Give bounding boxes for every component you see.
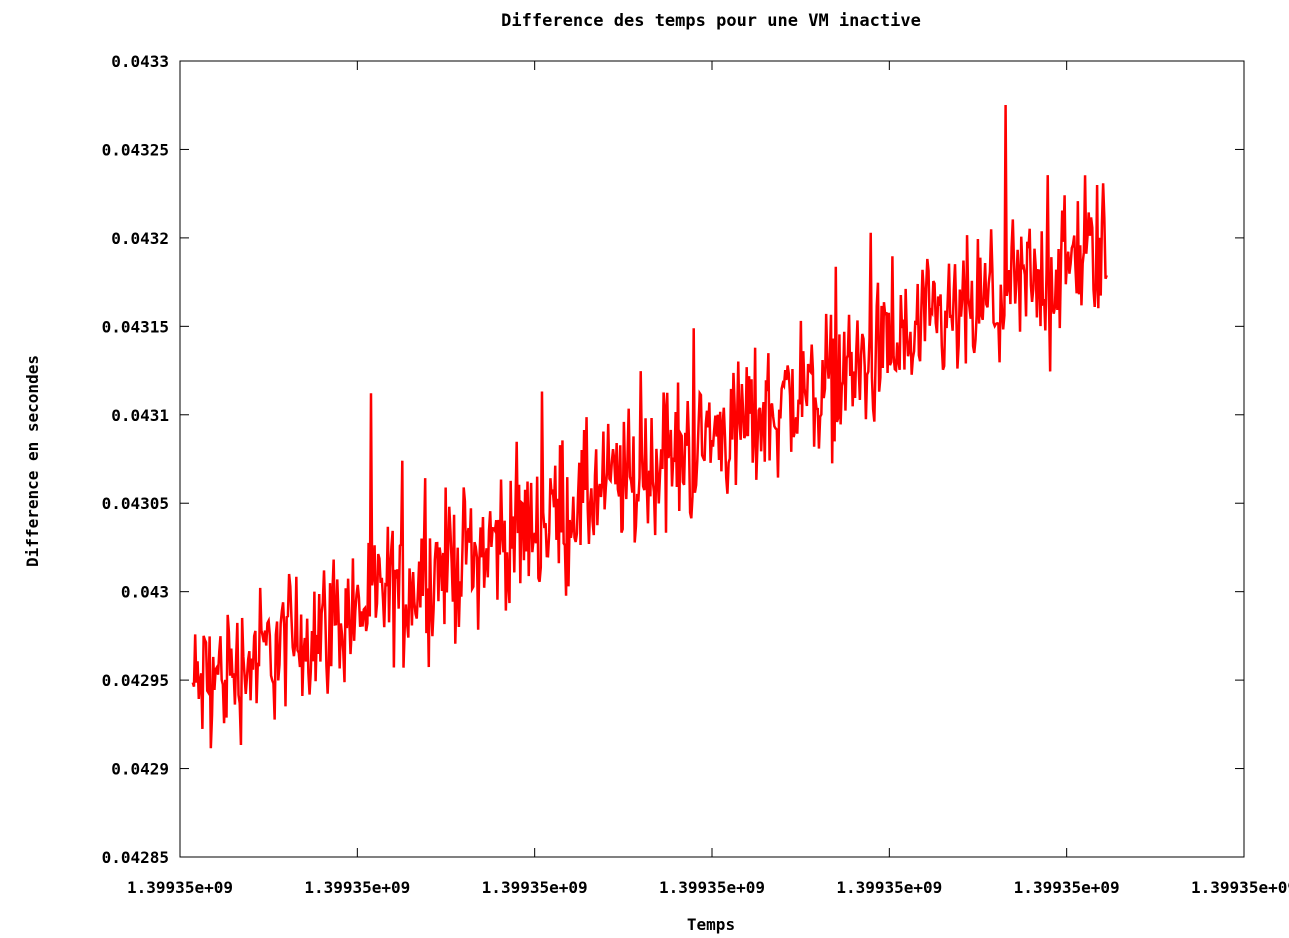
axis-ticks — [179, 60, 1245, 858]
x-tick-label: 1.39935e+09 — [127, 878, 233, 897]
x-tick-label: 1.39935e+09 — [836, 878, 942, 897]
x-tick-labels: 1.39935e+09 1.39935e+09 1.39935e+09 1.39935… — [127, 878, 1289, 897]
y-axis-label: Difference en secondes — [23, 355, 42, 567]
y-tick-label: 0.0432 — [111, 229, 169, 248]
x-tick-label: 1.39935e+09 — [1191, 878, 1289, 897]
y-tick-label: 0.04295 — [102, 671, 169, 690]
x-tick-label: 1.39935e+09 — [482, 878, 588, 897]
y-tick-label: 0.04315 — [102, 317, 169, 336]
chart-title: Difference des temps pour une VM inactiv… — [501, 11, 921, 31]
y-tick-label: 0.043 — [121, 583, 169, 602]
y-tick-labels: 0.04285 0.0429 0.04295 0.043 0.04305 0.0431 0.… — [102, 52, 169, 867]
y-tick-label: 0.04285 — [102, 848, 169, 867]
y-tick-label: 0.0429 — [111, 760, 169, 779]
x-tick-label: 1.39935e+09 — [1014, 878, 1120, 897]
x-tick-label: 1.39935e+09 — [304, 878, 410, 897]
y-tick-label: 0.0433 — [111, 52, 169, 71]
y-tick-label: 0.0431 — [111, 406, 169, 425]
series-line — [191, 105, 1108, 749]
y-tick-label: 0.04305 — [102, 494, 169, 513]
x-tick-label: 1.39935e+09 — [659, 878, 765, 897]
plot-frame — [179, 60, 1245, 858]
y-tick-label: 0.04325 — [102, 140, 169, 159]
x-axis-label: Temps — [687, 915, 735, 934]
